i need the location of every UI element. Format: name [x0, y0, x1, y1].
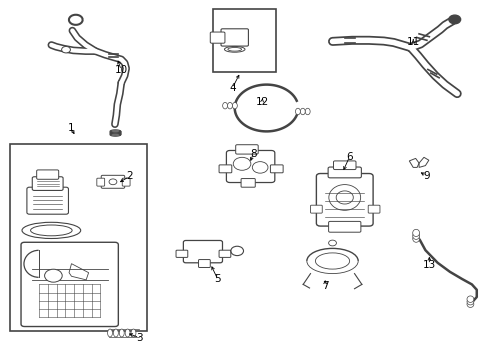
Text: 6: 6: [346, 152, 352, 162]
FancyBboxPatch shape: [333, 161, 355, 170]
Ellipse shape: [222, 103, 227, 109]
Ellipse shape: [305, 108, 309, 115]
FancyBboxPatch shape: [97, 178, 104, 186]
FancyBboxPatch shape: [21, 242, 118, 327]
Text: 3: 3: [136, 333, 142, 343]
Text: 1: 1: [67, 123, 74, 133]
FancyBboxPatch shape: [219, 250, 230, 257]
FancyBboxPatch shape: [183, 240, 222, 263]
Text: 9: 9: [422, 171, 429, 181]
FancyBboxPatch shape: [122, 178, 130, 186]
Bar: [212, 9, 276, 72]
Ellipse shape: [466, 298, 473, 305]
Ellipse shape: [125, 329, 130, 337]
FancyBboxPatch shape: [310, 205, 322, 213]
FancyBboxPatch shape: [198, 260, 210, 267]
Ellipse shape: [300, 108, 305, 115]
FancyBboxPatch shape: [226, 150, 274, 183]
FancyBboxPatch shape: [27, 187, 68, 214]
Ellipse shape: [412, 235, 419, 242]
Ellipse shape: [131, 329, 136, 337]
FancyBboxPatch shape: [176, 250, 187, 257]
Ellipse shape: [107, 329, 112, 337]
Text: 13: 13: [422, 260, 435, 270]
Ellipse shape: [30, 225, 72, 236]
Ellipse shape: [466, 301, 473, 307]
Ellipse shape: [22, 222, 81, 238]
Ellipse shape: [224, 46, 244, 52]
Ellipse shape: [232, 103, 237, 109]
Ellipse shape: [412, 229, 419, 237]
FancyBboxPatch shape: [32, 177, 63, 190]
FancyBboxPatch shape: [221, 29, 248, 46]
FancyBboxPatch shape: [270, 165, 283, 173]
Circle shape: [61, 46, 70, 53]
FancyBboxPatch shape: [328, 221, 360, 232]
FancyBboxPatch shape: [210, 32, 224, 43]
Ellipse shape: [227, 103, 232, 109]
Circle shape: [448, 15, 460, 24]
Ellipse shape: [119, 329, 124, 337]
Ellipse shape: [412, 232, 419, 239]
FancyBboxPatch shape: [316, 174, 372, 226]
Ellipse shape: [295, 108, 300, 115]
Text: 5: 5: [214, 274, 221, 284]
Bar: [10, 144, 146, 331]
FancyBboxPatch shape: [235, 145, 258, 154]
Circle shape: [44, 269, 62, 282]
Text: 11: 11: [406, 37, 419, 48]
FancyBboxPatch shape: [367, 205, 379, 213]
Text: 4: 4: [228, 83, 235, 93]
FancyBboxPatch shape: [37, 170, 59, 179]
Ellipse shape: [113, 329, 118, 337]
FancyBboxPatch shape: [219, 165, 231, 173]
FancyBboxPatch shape: [241, 179, 255, 187]
Text: 12: 12: [255, 96, 268, 107]
Text: 2: 2: [126, 171, 133, 181]
Ellipse shape: [227, 48, 241, 51]
Text: 10: 10: [115, 65, 127, 75]
Text: 7: 7: [321, 281, 328, 291]
FancyBboxPatch shape: [327, 167, 361, 178]
FancyBboxPatch shape: [101, 175, 124, 188]
Text: 8: 8: [249, 149, 256, 159]
Ellipse shape: [466, 296, 473, 302]
